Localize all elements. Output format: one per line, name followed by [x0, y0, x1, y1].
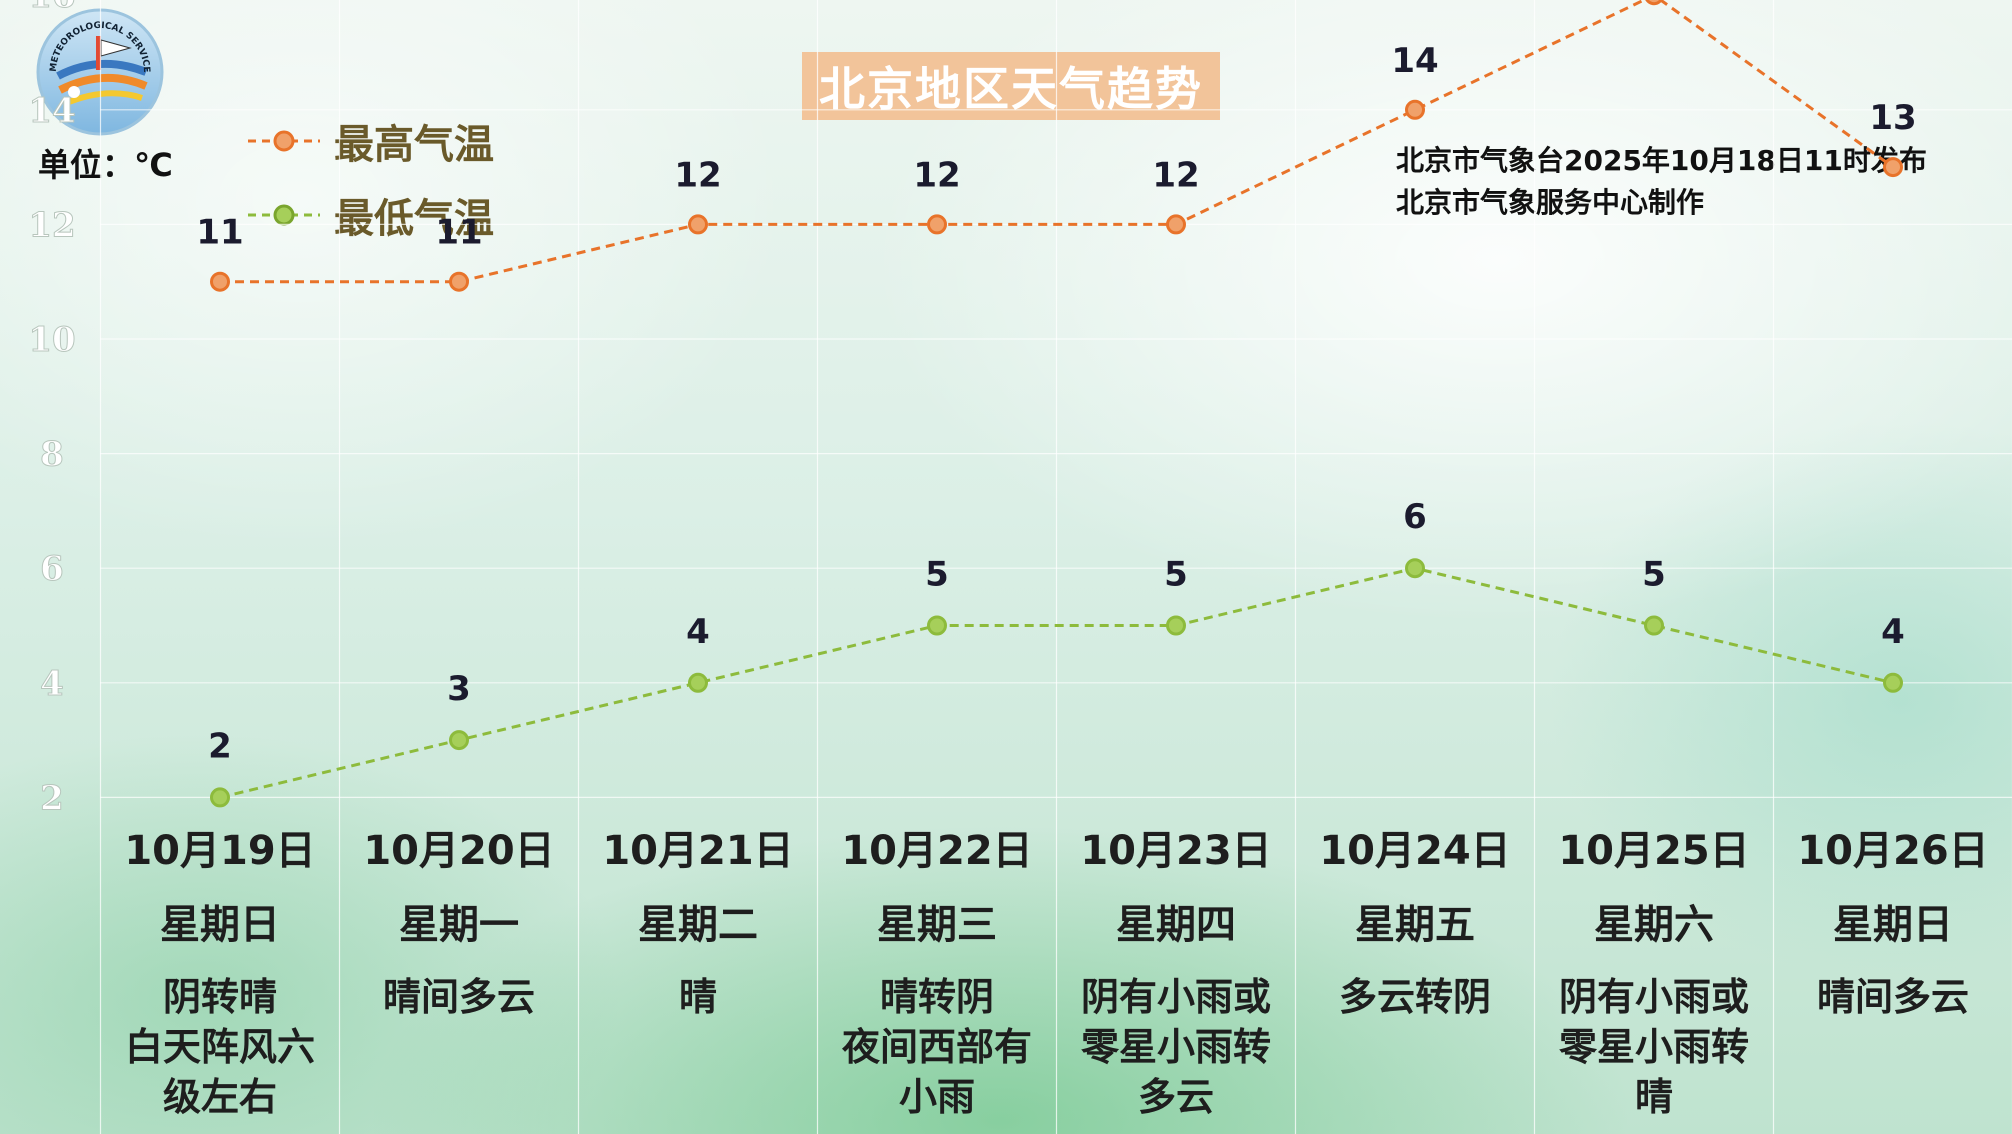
series-line-max	[220, 0, 1894, 284]
day-weather-line: 多云转阴	[1338, 975, 1491, 1019]
day-column: 10月25日 星期六阴有小雨或零星小雨转晴	[1535, 820, 1773, 1122]
day-column: 10月19日 星期日阴转晴白天阵风六级左右	[101, 820, 339, 1122]
data-label: 4	[686, 612, 710, 652]
y-tick-label: 12	[28, 205, 75, 245]
data-label: 5	[1642, 555, 1666, 595]
day-weekday: 星期三	[877, 902, 997, 948]
data-point	[1883, 672, 1903, 693]
day-weekday: 星期六	[1594, 902, 1714, 948]
data-point	[1166, 214, 1186, 235]
data-label: 12	[1152, 155, 1199, 195]
data-point	[449, 271, 469, 292]
day-date: 10月26日	[1797, 828, 1989, 874]
legend-max-label: 最高气温	[334, 122, 494, 168]
day-date: 10月19日	[124, 828, 316, 874]
legend-item-min: 最低气温	[248, 178, 494, 252]
day-weather-line: 阴有小雨或	[1558, 975, 1749, 1019]
day-weather-line: 晴	[678, 975, 717, 1019]
data-label: 5	[1164, 555, 1188, 595]
day-weather-line: 晴转阴	[879, 975, 994, 1019]
data-label: 5	[925, 555, 949, 595]
day-weather-line: 晴间多云	[382, 975, 535, 1019]
data-label: 12	[913, 155, 960, 195]
day-date: 10月23日	[1080, 828, 1272, 874]
data-point	[1405, 558, 1425, 579]
series-line-min	[219, 566, 1894, 799]
data-label: 6	[1403, 497, 1427, 537]
legend-max-marker-icon	[248, 130, 320, 152]
source-producer: 北京市气象服务中心制作	[1396, 186, 1705, 219]
source-info: 北京市气象台2025年10月18日11时发布 北京市气象服务中心制作	[1396, 140, 1927, 224]
data-label: 2	[208, 726, 232, 766]
data-point	[927, 615, 947, 636]
y-tick-label: 2	[40, 778, 64, 818]
data-point	[688, 672, 708, 693]
day-weekday: 星期一	[399, 902, 519, 948]
data-label: 13	[1869, 98, 1916, 138]
data-point	[927, 214, 947, 235]
day-column: 10月26日 星期日晴间多云	[1774, 820, 2012, 1022]
y-tick-label: 14	[28, 91, 75, 131]
legend-min-label: 最低气温	[334, 196, 494, 242]
data-point	[1644, 615, 1664, 636]
day-weekday: 星期四	[1116, 902, 1236, 948]
day-column: 10月20日 星期一晴间多云	[340, 820, 578, 1022]
day-weather-line: 夜间西部有	[841, 1025, 1032, 1069]
day-column: 10月21日 星期二晴	[579, 820, 817, 1022]
data-point	[210, 271, 230, 292]
legend-item-max: 最高气温	[248, 104, 494, 178]
y-tick-label: 16	[28, 0, 75, 16]
data-point	[449, 730, 469, 751]
unit-label: 单位：℃	[38, 146, 173, 184]
day-column: 10月22日 星期三晴转阴夜间西部有小雨	[818, 820, 1056, 1122]
day-weather-line: 晴间多云	[1816, 975, 1969, 1019]
day-date: 10月22日	[841, 828, 1033, 874]
day-weather-line: 级左右	[162, 1075, 277, 1119]
day-weather-line: 多云	[1137, 1075, 1214, 1119]
data-point	[1883, 157, 1903, 178]
day-date: 10月25日	[1558, 828, 1750, 874]
day-weather-line: 白天阵风六	[124, 1025, 315, 1069]
data-point	[210, 787, 230, 808]
day-weather-line: 晴	[1634, 1075, 1673, 1119]
data-point	[1645, 0, 1663, 6]
data-label: 4	[1881, 612, 1905, 652]
source-publisher: 北京市气象台2025年10月18日11时发布	[1396, 144, 1927, 177]
data-point	[1405, 99, 1425, 120]
day-weather-line: 阴有小雨或	[1080, 975, 1271, 1019]
data-point	[1166, 615, 1186, 636]
data-label: 14	[1391, 41, 1438, 81]
y-tick-label: 4	[40, 664, 64, 704]
day-weekday: 星期二	[638, 902, 758, 948]
data-label: 12	[674, 155, 721, 195]
y-tick-label: 8	[40, 435, 64, 475]
data-label: 11	[435, 213, 482, 253]
day-column: 10月23日 星期四阴有小雨或零星小雨转多云	[1057, 820, 1295, 1122]
day-date: 10月24日	[1319, 828, 1511, 874]
day-weather-line: 小雨	[898, 1075, 975, 1119]
day-weather-line: 零星小雨转	[1080, 1025, 1271, 1069]
day-column: 10月24日 星期五多云转阴	[1296, 820, 1534, 1022]
data-label: 11	[196, 213, 243, 253]
day-date: 10月20日	[363, 828, 555, 874]
y-tick-label: 6	[40, 549, 64, 589]
day-weekday: 星期日	[160, 902, 280, 948]
data-point	[688, 214, 708, 235]
day-date: 10月21日	[602, 828, 794, 874]
y-tick-label: 10	[28, 320, 75, 360]
chart-title: 北京地区天气趋势	[802, 52, 1220, 120]
data-label: 3	[447, 669, 471, 709]
day-weekday: 星期五	[1355, 902, 1475, 948]
day-weather-line: 零星小雨转	[1558, 1025, 1749, 1069]
day-weather-line: 阴转晴	[162, 975, 277, 1019]
day-weekday: 星期日	[1833, 902, 1953, 948]
legend: 最高气温 最低气温	[248, 104, 494, 252]
